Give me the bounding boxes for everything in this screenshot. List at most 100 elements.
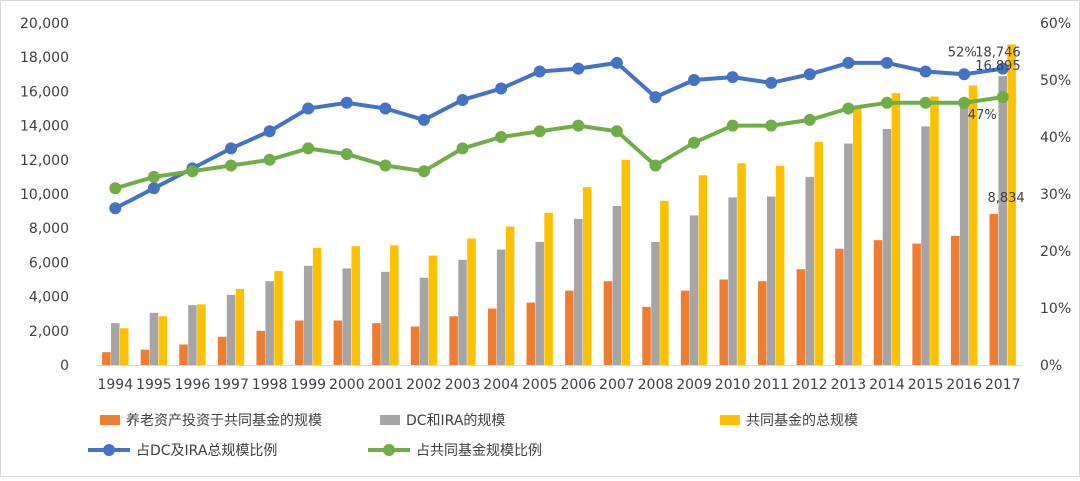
point-1-1995 bbox=[147, 182, 160, 195]
x-tick-label: 2013 bbox=[831, 377, 867, 393]
bar-1-1999 bbox=[295, 320, 304, 365]
left-tick-label: 8,000 bbox=[29, 221, 69, 237]
bar-3-2004 bbox=[505, 226, 515, 365]
bar-1-2013 bbox=[835, 248, 844, 365]
bar-1-2016 bbox=[950, 235, 960, 365]
point-1-2007 bbox=[610, 56, 623, 69]
legend-label-1: 养老资产投资于共同基金的规模 bbox=[126, 412, 322, 429]
legend-marker-4 bbox=[103, 444, 115, 456]
bar-2-2014 bbox=[882, 129, 892, 365]
point-2-1998 bbox=[263, 153, 276, 166]
point-2-1995 bbox=[147, 170, 160, 183]
bar-1-2003 bbox=[449, 316, 458, 365]
bar-3-2010 bbox=[737, 163, 746, 365]
point-1-2002 bbox=[417, 113, 430, 126]
bar-1-2007 bbox=[603, 281, 613, 365]
bar-2-1998 bbox=[265, 281, 274, 365]
bar-2-1997 bbox=[226, 294, 236, 365]
legend-label-4: 占DC及IRA总规模比例 bbox=[136, 443, 277, 459]
legend-label-5: 占共同基金规模比例 bbox=[416, 442, 542, 459]
point-2-2001 bbox=[379, 159, 392, 172]
legend-label-3: 共同基金的总规模 bbox=[746, 412, 858, 429]
bar-3-1996 bbox=[197, 304, 206, 365]
point-1-2004 bbox=[495, 82, 508, 95]
bar-2-2003 bbox=[458, 259, 467, 365]
bar-2-1999 bbox=[303, 265, 313, 365]
bar-2-2015 bbox=[921, 126, 930, 365]
point-1-2003 bbox=[456, 93, 469, 106]
bar-3-2003 bbox=[467, 238, 476, 365]
bar-1-2008 bbox=[642, 306, 651, 365]
point-2-2015 bbox=[919, 96, 932, 109]
x-tick-label: 1998 bbox=[252, 377, 288, 393]
bar-2-2009 bbox=[689, 215, 699, 366]
point-2-2010 bbox=[726, 119, 739, 132]
bar-2-2016 bbox=[959, 105, 969, 365]
point-2-2014 bbox=[880, 96, 893, 109]
right-axis-ticks: 0% 10% 20% 30% 40% 50% 60% bbox=[1040, 16, 1071, 374]
point-2-2006 bbox=[572, 119, 585, 132]
left-tick-label: 20,000 bbox=[20, 16, 69, 32]
bar-2-2017 bbox=[998, 76, 1007, 365]
bar-3-1995 bbox=[158, 316, 168, 365]
left-tick-label: 2,000 bbox=[29, 324, 69, 340]
line-series-1 bbox=[113, 60, 1005, 211]
bar-1-2004 bbox=[487, 308, 497, 365]
bar-2-2008 bbox=[651, 241, 660, 365]
x-tick-label: 2000 bbox=[329, 377, 365, 393]
left-tick-label: 16,000 bbox=[20, 84, 69, 100]
bar-3-2012 bbox=[814, 141, 823, 365]
bar-1-2009 bbox=[680, 290, 690, 365]
bar-1-2001 bbox=[372, 323, 381, 365]
point-2-2009 bbox=[688, 136, 701, 149]
bar-1-2002 bbox=[410, 326, 420, 365]
x-tick-label: 1999 bbox=[290, 377, 326, 393]
bar-1-1998 bbox=[256, 330, 265, 365]
point-2-1994 bbox=[109, 182, 122, 195]
x-tick-label: 2015 bbox=[908, 377, 944, 393]
bar-2-2007 bbox=[612, 205, 622, 365]
point-2-2002 bbox=[417, 165, 430, 178]
bar-1-2006 bbox=[565, 290, 574, 365]
point-2-2005 bbox=[533, 125, 546, 138]
bar-2-2005 bbox=[535, 241, 544, 365]
data-label: 18,746 bbox=[975, 45, 1021, 60]
bar-1-2011 bbox=[758, 281, 767, 365]
lines-layer bbox=[109, 56, 1009, 215]
point-1-2015 bbox=[919, 65, 932, 78]
x-tick-label: 2007 bbox=[599, 377, 635, 393]
x-tick-label: 2011 bbox=[753, 377, 789, 393]
x-tick-label: 2012 bbox=[792, 377, 828, 393]
bar-1-1996 bbox=[179, 344, 188, 365]
bar-3-1994 bbox=[119, 328, 129, 365]
point-1-2011 bbox=[765, 76, 778, 89]
point-2-2013 bbox=[842, 102, 855, 115]
right-tick-label: 20% bbox=[1040, 244, 1071, 260]
point-1-2013 bbox=[842, 56, 855, 69]
x-tick-label: 2010 bbox=[715, 377, 751, 393]
point-1-2000 bbox=[340, 96, 353, 109]
point-2-2008 bbox=[649, 159, 662, 172]
point-1-2005 bbox=[533, 65, 546, 78]
x-tick-label: 2004 bbox=[483, 377, 519, 393]
line-series-2 bbox=[113, 95, 1005, 191]
point-2-2016 bbox=[958, 96, 971, 109]
left-tick-label: 6,000 bbox=[29, 255, 69, 271]
bar-3-2013 bbox=[853, 107, 862, 366]
point-2-2007 bbox=[610, 125, 623, 138]
right-tick-label: 0% bbox=[1040, 358, 1062, 374]
bar-3-2014 bbox=[891, 93, 901, 366]
data-label: 8,834 bbox=[987, 191, 1024, 206]
legend-marker-5 bbox=[383, 444, 395, 456]
left-tick-label: 0 bbox=[60, 358, 69, 374]
bars-layer bbox=[102, 44, 1016, 366]
point-1-2008 bbox=[649, 91, 662, 104]
x-axis-ticks: 1994 1995 1996 1997 1998 1999 2000 2001 2002 2003… bbox=[97, 377, 1020, 393]
point-2-2003 bbox=[456, 142, 469, 155]
point-1-2001 bbox=[379, 102, 392, 115]
point-2-1997 bbox=[225, 159, 238, 172]
legend: 养老资产投资于共同基金的规模 DC和IRA的规模 共同基金的总规模占DC及IRA总规… bbox=[88, 412, 858, 459]
